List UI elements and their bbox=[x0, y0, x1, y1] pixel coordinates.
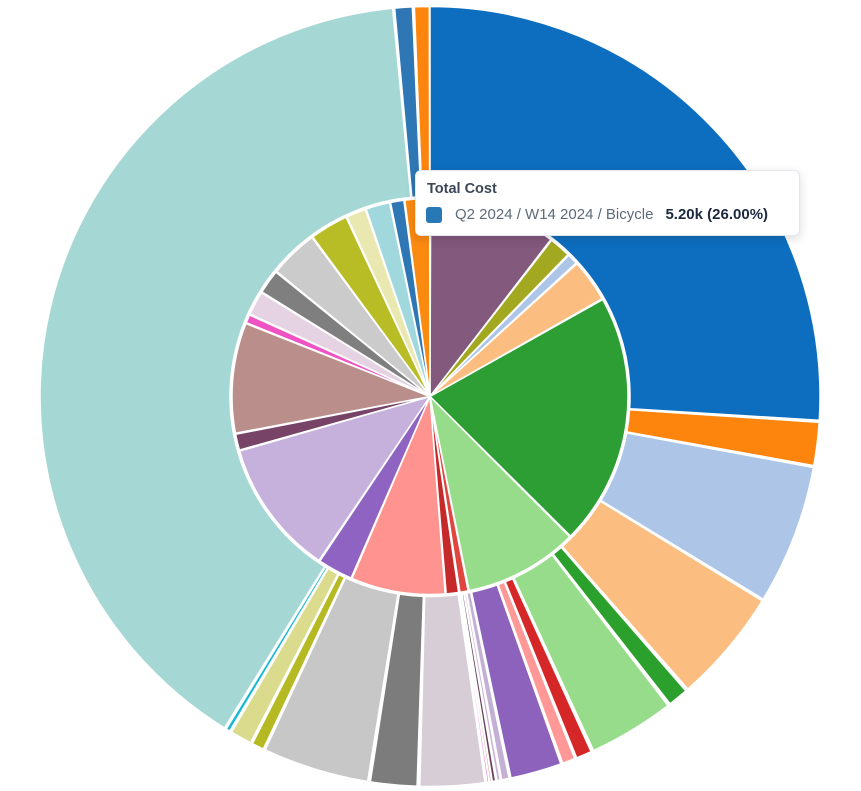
inner-ring-segment[interactable] bbox=[319, 395, 431, 579]
outer-ring-segment[interactable] bbox=[225, 566, 329, 732]
inner-ring-segment[interactable] bbox=[429, 263, 603, 398]
inner-ring-segment[interactable] bbox=[231, 322, 431, 435]
inner-ring-segment[interactable] bbox=[429, 395, 460, 595]
outer-ring-segment[interactable] bbox=[230, 567, 339, 744]
outer-ring-segment[interactable] bbox=[561, 500, 763, 690]
inner-ring-segment[interactable] bbox=[351, 395, 446, 596]
inner-ring-segment[interactable] bbox=[389, 199, 431, 398]
inner-ring-segment[interactable] bbox=[429, 298, 629, 537]
inner-ring-segment[interactable] bbox=[312, 216, 431, 398]
outer-ring-segment[interactable] bbox=[513, 554, 669, 752]
outer-ring-segment[interactable] bbox=[497, 581, 576, 764]
outer-ring-segment[interactable] bbox=[369, 593, 425, 788]
outer-ring-segment[interactable] bbox=[552, 546, 687, 705]
inner-ring-segment[interactable] bbox=[261, 271, 431, 398]
inner-ring-segment[interactable] bbox=[346, 208, 431, 398]
inner-ring-segment[interactable] bbox=[429, 395, 469, 593]
inner-ring-segment[interactable] bbox=[365, 201, 431, 398]
inner-ring-segment[interactable] bbox=[429, 395, 571, 592]
outer-ring-segment[interactable] bbox=[458, 593, 490, 784]
outer-ring-segment[interactable] bbox=[251, 573, 346, 750]
outer-ring-segment[interactable] bbox=[419, 593, 486, 788]
outer-ring-segment[interactable] bbox=[626, 409, 820, 467]
outer-ring-segment[interactable] bbox=[600, 432, 815, 600]
outer-ring-segment[interactable] bbox=[470, 584, 562, 779]
inner-ring-segment[interactable] bbox=[238, 395, 431, 562]
inner-ring-segment[interactable] bbox=[429, 239, 569, 398]
outer-ring-segment[interactable] bbox=[504, 577, 592, 759]
inner-ring-segment[interactable] bbox=[275, 236, 431, 398]
inner-ring-segment[interactable] bbox=[234, 395, 431, 451]
outer-ring-segment[interactable] bbox=[39, 7, 412, 729]
outer-ring-segment[interactable] bbox=[264, 577, 399, 783]
inner-ring-segment[interactable] bbox=[429, 254, 577, 398]
inner-ring-segment[interactable] bbox=[249, 292, 431, 398]
